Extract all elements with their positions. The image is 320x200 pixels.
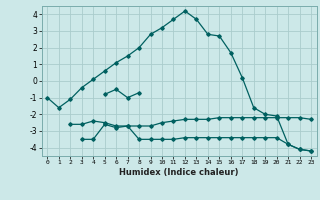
X-axis label: Humidex (Indice chaleur): Humidex (Indice chaleur) <box>119 168 239 177</box>
